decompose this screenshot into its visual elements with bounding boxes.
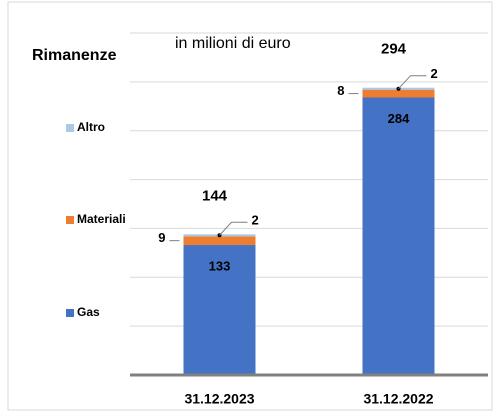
bar-segment: [362, 89, 435, 98]
bar-segment: [362, 97, 435, 376]
data-label: 133: [209, 258, 231, 273]
chart-subtitle: in milioni di euro: [175, 35, 291, 52]
legend-label: Gas: [77, 305, 100, 319]
x-tick-label: 31.12.2022: [363, 391, 433, 407]
legend-label: Materiali: [77, 212, 126, 226]
data-label: 2: [431, 66, 438, 81]
data-label: 9: [158, 230, 165, 245]
data-label: 2: [252, 213, 259, 228]
legend-swatch: [66, 309, 74, 317]
leader-line: [219, 221, 248, 236]
data-label: 284: [388, 111, 410, 126]
x-tick-label: 31.12.2023: [184, 391, 254, 407]
chart-title: Rimanenze: [32, 47, 117, 64]
bar-segment: [183, 245, 256, 375]
data-label: 8: [337, 83, 344, 98]
total-label: 144: [202, 187, 228, 204]
legend-swatch: [66, 124, 74, 132]
total-label: 294: [381, 41, 407, 58]
leader-line: [398, 75, 427, 90]
bar-segment: [183, 236, 256, 246]
legend-label: Altro: [77, 120, 105, 134]
legend-swatch: [66, 216, 74, 224]
